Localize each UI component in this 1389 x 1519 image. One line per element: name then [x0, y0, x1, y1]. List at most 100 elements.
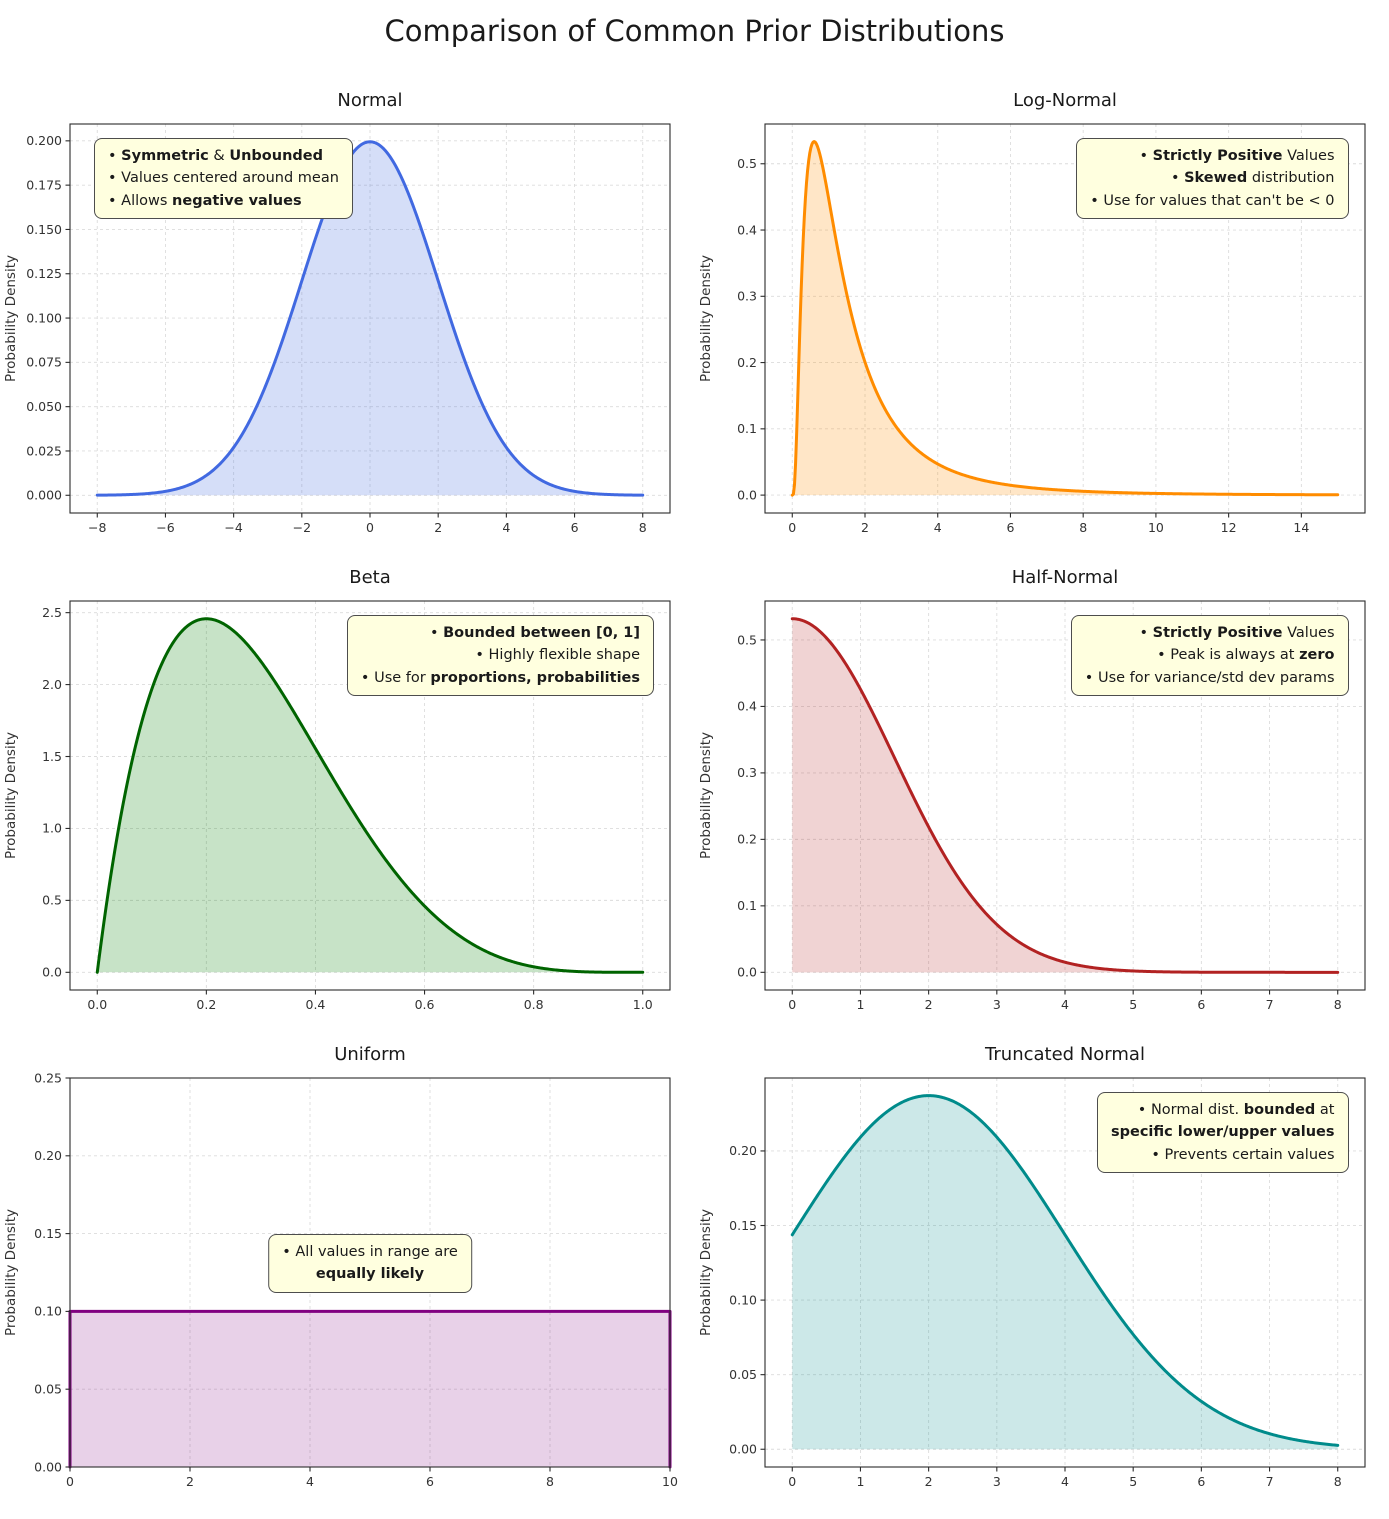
annotation-line: • Peak is always at zero	[1157, 647, 1335, 664]
annotation-line: • Values centered around mean	[108, 170, 339, 187]
annotation-line: • Skewed distribution	[1170, 170, 1335, 187]
x-tick-label: 0	[788, 997, 796, 1012]
x-tick-label: 0	[66, 1474, 74, 1489]
x-tick-label: 1.0	[633, 997, 653, 1012]
annotation-line: • Use for values that can't be < 0	[1090, 192, 1335, 209]
chart-svg: −8 −6 −4 −2 0 2 4 6 8 0.000 0.025 0.050 0.075 0.100 0.…	[3, 90, 671, 535]
x-tick-label: 2	[186, 1474, 194, 1489]
x-tick-label: 1	[856, 997, 864, 1012]
chart-svg: 0 2 4 6 8 10 0.00 0.05 0.10 0.15 0.20 0.25 Uniform Pr…	[3, 1044, 678, 1489]
y-tick-label: 0.05	[729, 1367, 757, 1382]
plot-frame	[763, 123, 1366, 514]
chart-svg: 0 2 4 6 8 10 12 14 0.0 0.1 0.2 0.3 0.4 0.5 Log-Normal P…	[698, 90, 1366, 535]
annotation-box: • Symmetric & Unbounded • Values centered…	[94, 138, 353, 220]
x-tick-label: 6	[1197, 997, 1205, 1012]
subplot-title: Log-Normal	[1013, 90, 1117, 111]
y-tick-label: 0.10	[729, 1292, 757, 1307]
x-tick-label: 0.8	[524, 997, 544, 1012]
density-fill	[97, 618, 643, 973]
y-tick-label: 0.5	[42, 893, 62, 908]
y-tick-label: 0.150	[26, 222, 62, 237]
y-axis-label: Probability Density	[3, 1209, 19, 1336]
y-tick-label: 0.3	[737, 289, 757, 304]
x-tick-label: 6	[1006, 520, 1014, 535]
y-axis-label: Probability Density	[3, 255, 19, 382]
subplot-title: Normal	[337, 90, 402, 111]
x-tick-label: 8	[546, 1474, 554, 1489]
y-tick-label: 0.0	[737, 965, 757, 980]
annotation-box: • Bounded between [0, 1] • Highly flexibl…	[346, 615, 654, 697]
annotation-box: • Strictly Positive Values • Peak is alwa…	[1070, 615, 1349, 697]
y-tick-label: 0.075	[26, 355, 62, 370]
density-fill	[791, 618, 1338, 973]
subplot-beta: 0.0 0.2 0.4 0.6 0.8 1.0 0.0 0.5 1.0 1.5 2.0 2.5 Beta…	[0, 549, 694, 1026]
x-tick-label: 8	[1079, 520, 1087, 535]
x-tick-label: 4	[1061, 1474, 1069, 1489]
x-tick-label: 7	[1265, 997, 1273, 1012]
y-tick-label: 0.20	[34, 1148, 62, 1163]
x-tick-label: 2	[434, 520, 442, 535]
density-curve	[790, 617, 1339, 974]
x-tick-label: 1	[856, 1474, 864, 1489]
y-tick-label: 0.2	[737, 832, 757, 847]
x-tick-label: −4	[224, 520, 242, 535]
y-tick-label: 0.15	[729, 1218, 757, 1233]
chart-svg: 0 1 2 3 4 5 6 7 8 0.00 0.05 0.10 0.15 0.20 Truncated N…	[698, 1044, 1366, 1489]
x-tick-label: 4	[1061, 997, 1069, 1012]
y-tick-label: 0.5	[737, 632, 757, 647]
subplot-truncated-normal: 0 1 2 3 4 5 6 7 8 0.00 0.05 0.10 0.15 0.20 Truncated N…	[695, 1026, 1389, 1503]
x-tick-label: 10	[662, 1474, 678, 1489]
annotation-line: • Normal dist. bounded at	[1137, 1102, 1335, 1118]
y-tick-label: 0.0	[737, 487, 757, 502]
y-tick-label: 0.2	[737, 355, 757, 370]
annotation-line: • Use for proportions, probabilities	[360, 669, 640, 686]
subplot-log-normal: 0 2 4 6 8 10 12 14 0.0 0.1 0.2 0.3 0.4 0.5 Log-Normal P…	[695, 72, 1389, 549]
y-tick-label: 0.1	[737, 421, 757, 436]
x-tick-label: 6	[426, 1474, 434, 1489]
x-tick-label: 7	[1265, 1474, 1273, 1489]
y-tick-label: 0.100	[26, 310, 62, 325]
y-tick-label: 0.000	[26, 488, 62, 503]
x-tick-label: 6	[571, 520, 579, 535]
y-tick-label: 0.00	[729, 1442, 757, 1457]
subplot-uniform: 0 2 4 6 8 10 0.00 0.05 0.10 0.15 0.20 0.25 Uniform Pr…	[0, 1026, 694, 1503]
plot-frame	[69, 1077, 671, 1468]
y-tick-label: 0.050	[26, 399, 62, 414]
y-axis-label: Probability Density	[698, 732, 714, 859]
figure: Comparison of Common Prior Distributions…	[0, 14, 1389, 1503]
x-tick-label: 4	[306, 1474, 314, 1489]
x-tick-label: 0.4	[306, 997, 326, 1012]
annotation-line: • Allows negative values	[108, 192, 302, 209]
density-fill	[97, 141, 643, 496]
x-tick-label: 0	[788, 1474, 796, 1489]
y-axis-label: Probability Density	[3, 732, 19, 859]
x-tick-label: 6	[1197, 1474, 1205, 1489]
y-tick-label: 0.20	[729, 1143, 757, 1158]
subplot-half-normal: 0 1 2 3 4 5 6 7 8 0.0 0.1 0.2 0.3 0.4 0.5 Half-Normal Pr…	[695, 549, 1389, 1026]
annotation-line: • Symmetric & Unbounded	[108, 148, 323, 164]
subplot-normal: −8 −6 −4 −2 0 2 4 6 8 0.000 0.025 0.050 0.075 0.100 0.…	[0, 72, 694, 549]
figure-title: Comparison of Common Prior Distributions	[384, 14, 1005, 48]
y-tick-label: 0.05	[34, 1382, 62, 1397]
x-tick-label: 3	[992, 997, 1000, 1012]
y-tick-label: 0.0	[42, 965, 62, 980]
annotation-line: • Strictly Positive Values	[1139, 148, 1335, 164]
y-tick-label: 0.5	[737, 156, 757, 171]
x-tick-label: 12	[1220, 520, 1236, 535]
y-tick-label: 0.200	[26, 133, 62, 148]
y-tick-label: 0.3	[737, 765, 757, 780]
y-tick-label: 1.0	[42, 821, 62, 836]
annotation-line: • Strictly Positive Values	[1139, 625, 1335, 641]
x-tick-label: 8	[1333, 1474, 1341, 1489]
y-tick-label: 1.5	[42, 749, 62, 764]
x-tick-label: 0.2	[196, 997, 216, 1012]
annotation-line: • Bounded between [0, 1]	[429, 625, 640, 641]
x-tick-label: 2	[924, 1474, 932, 1489]
x-tick-label: 14	[1293, 520, 1309, 535]
y-axis-label: Probability Density	[698, 1209, 714, 1336]
density-fill	[791, 1095, 1338, 1450]
annotation-box: • Normal dist. bounded at specific lower/…	[1096, 1092, 1349, 1174]
subplot-title: Truncated Normal	[984, 1044, 1145, 1065]
y-tick-label: 0.4	[737, 699, 757, 714]
x-tick-label: 0	[366, 520, 374, 535]
